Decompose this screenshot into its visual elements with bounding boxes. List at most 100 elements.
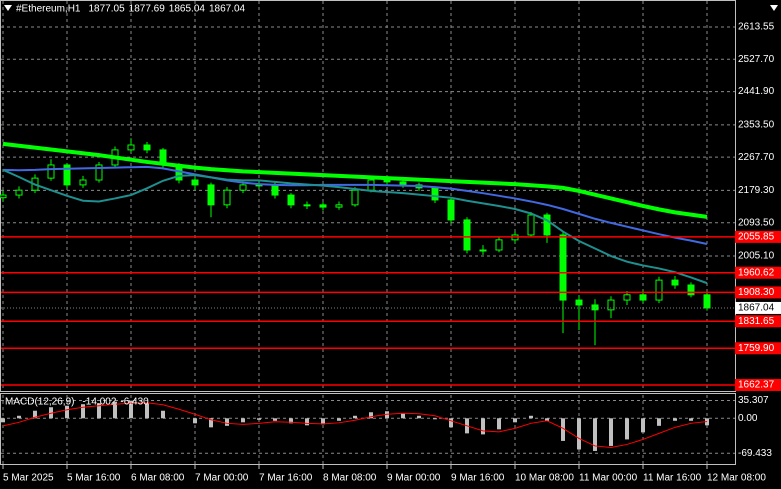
x-tick-label: 9 Mar 16:00 [451, 473, 505, 484]
x-tick-label: 11 Mar 00:00 [579, 473, 638, 484]
y-tick-label: 2527.70 [738, 54, 775, 65]
menu-icon[interactable] [4, 5, 12, 11]
macd-bar [593, 418, 597, 451]
price-level-tag [735, 342, 781, 355]
y-tick-label: 2179.30 [738, 185, 775, 196]
candle-body [543, 214, 551, 236]
macd-bar [193, 418, 197, 424]
macd-bar [65, 405, 69, 419]
y-tick-label: 2441.90 [738, 86, 775, 97]
macd-bar [433, 418, 437, 420]
candle-body [463, 219, 471, 251]
macd-bar [97, 403, 101, 419]
x-tick-label: 6 Mar 08:00 [131, 473, 185, 484]
macd-bar [513, 418, 517, 423]
moving-average [2, 141, 708, 219]
candle-body [191, 179, 199, 186]
macd-bar [561, 418, 565, 441]
macd-bar [641, 418, 645, 433]
macd-bar [225, 418, 229, 426]
candle-body [559, 234, 567, 301]
macd-signal [2, 402, 708, 448]
candle-body [703, 294, 711, 309]
macd-bar [657, 418, 661, 426]
candle-body [591, 304, 599, 311]
x-tick-label: 12 Mar 08:00 [707, 473, 766, 484]
candle-body [0, 194, 7, 199]
last-price-tag [735, 301, 781, 314]
candle-body [287, 194, 295, 206]
candle-body [479, 249, 487, 252]
macd-bar [33, 410, 37, 419]
y-tick-label: 2005.10 [738, 251, 775, 262]
candle-body [575, 299, 583, 306]
macd-bar [1, 418, 5, 423]
moving-average [2, 165, 708, 245]
macd-bar [529, 415, 533, 419]
candle-body [95, 164, 103, 181]
header-value: 1877.05 [88, 4, 125, 15]
macd-bar [289, 418, 293, 424]
macd-bar [305, 418, 309, 426]
y-tick-label: -69.433 [738, 448, 772, 459]
candle-body [495, 239, 503, 251]
moving-average [2, 168, 708, 285]
macd-bar [401, 413, 405, 419]
candle-body [639, 294, 647, 301]
header-value: -14.002 [82, 397, 116, 408]
price-level-tag [735, 286, 781, 299]
candle-body [399, 181, 407, 186]
macd-panel-frame [0, 393, 736, 465]
macd-bar [209, 418, 213, 428]
candle-body [623, 294, 631, 301]
price-level-tag [735, 266, 781, 279]
y-tick-label: 2613.55 [738, 22, 775, 33]
macd-bar [545, 418, 549, 421]
x-tick-label: 7 Mar 00:00 [195, 473, 249, 484]
x-tick-label: 5 Mar 16:00 [67, 473, 121, 484]
price-level-tag [735, 230, 781, 243]
macd-bar [129, 400, 133, 419]
candle-body [303, 204, 311, 207]
price-level-label: 1908.30 [738, 287, 775, 298]
candle-body [351, 189, 359, 206]
macd-bar [625, 418, 629, 440]
y-tick-label: 35.307 [738, 395, 769, 406]
macd-bar [609, 418, 613, 446]
chart-title: #Ethereum,H1 [16, 4, 81, 15]
candle-body [655, 279, 663, 301]
header-value: 1877.69 [129, 4, 166, 15]
header-value: 1865.04 [169, 4, 206, 15]
candle-body [223, 189, 231, 206]
candle-body [63, 164, 71, 186]
macd-bar [241, 418, 245, 423]
price-level-label: 1960.62 [738, 267, 775, 278]
candle-body [671, 279, 679, 286]
x-tick-label: 11 Mar 16:00 [643, 473, 702, 484]
x-tick-label: 9 Mar 00:00 [387, 473, 441, 484]
macd-bar [321, 418, 325, 425]
macd-bar [17, 415, 21, 419]
candle-body [271, 184, 279, 196]
price-level-label: 1662.37 [738, 380, 775, 391]
candle-body [447, 199, 455, 221]
y-tick-label: 2093.50 [738, 217, 775, 228]
macd-bar [481, 418, 485, 435]
candle-body [79, 179, 87, 186]
candle-body [319, 204, 327, 208]
macd-bar [577, 418, 581, 450]
candle-body [383, 179, 391, 183]
price-level-label: 1759.90 [738, 343, 775, 354]
menu-icon[interactable] [770, 5, 778, 11]
y-tick-label: 2353.50 [738, 120, 775, 131]
candle-body [335, 204, 343, 208]
candle-body [687, 284, 695, 296]
candle-body [207, 184, 215, 206]
price-level-tag [735, 315, 781, 328]
macd-bar [369, 412, 373, 419]
macd-bar [449, 418, 453, 428]
macd-bar [145, 403, 149, 419]
candle-body [431, 187, 439, 201]
macd-bar [353, 415, 357, 419]
